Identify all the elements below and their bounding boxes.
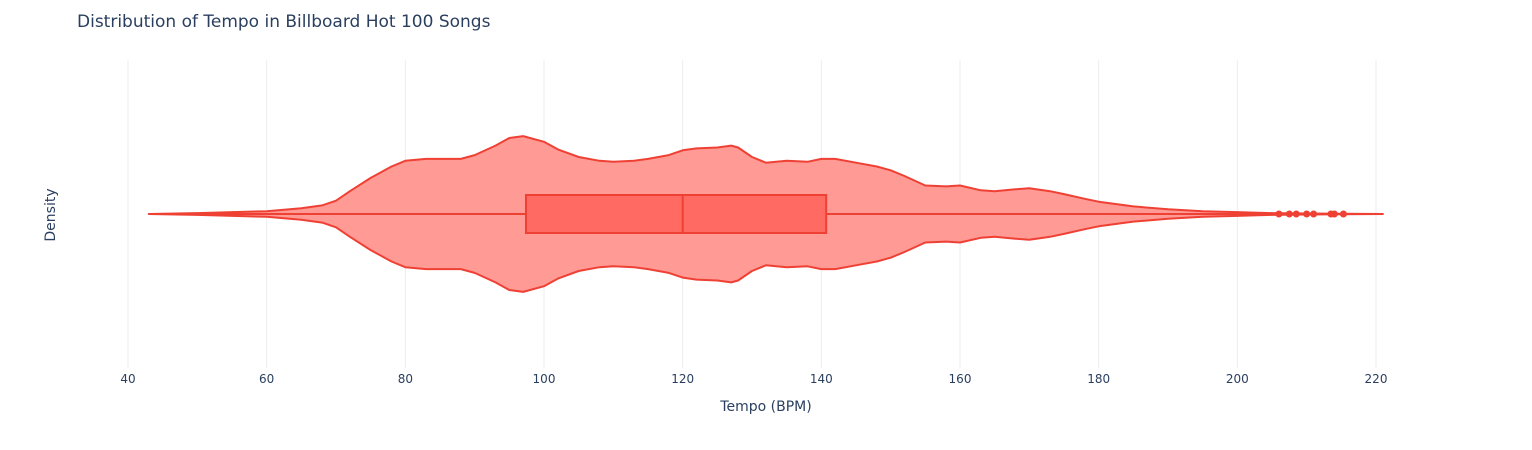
x-tick-label: 180 — [1087, 372, 1110, 386]
outlier-point — [1275, 210, 1283, 218]
outlier-point — [1303, 210, 1311, 218]
x-tick-label: 60 — [259, 372, 274, 386]
x-tick-label: 220 — [1365, 372, 1388, 386]
outlier-point — [1285, 210, 1293, 218]
violin-plot — [147, 135, 1384, 293]
x-tick-label: 40 — [120, 372, 135, 386]
x-tick-label: 120 — [671, 372, 694, 386]
x-axis-title: Tempo (BPM) — [719, 399, 811, 415]
x-tick-label: 100 — [533, 372, 556, 386]
x-tick-label: 140 — [810, 372, 833, 386]
x-tick-label: 200 — [1226, 372, 1249, 386]
outlier-point — [1339, 210, 1347, 218]
chart-title: Distribution of Tempo in Billboard Hot 1… — [77, 12, 491, 32]
outlier-point — [1292, 210, 1300, 218]
y-axis-title: Density — [43, 188, 59, 241]
outlier-point — [1310, 210, 1318, 218]
x-tick-label: 80 — [398, 372, 413, 386]
outlier-point — [1330, 210, 1338, 218]
x-tick-label: 160 — [949, 372, 972, 386]
x-axis-ticks: 40 60 80 100 120 140 160 180 200 220 — [120, 372, 1387, 386]
inner-box — [524, 194, 828, 234]
